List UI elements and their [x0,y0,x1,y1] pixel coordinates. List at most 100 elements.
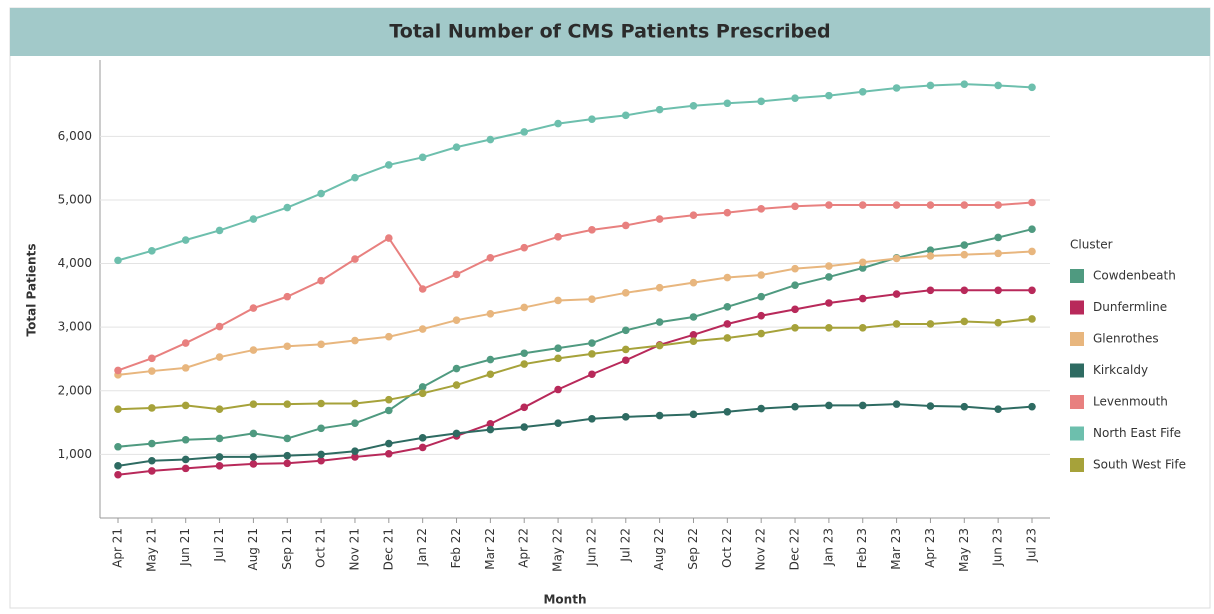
point [858,264,867,272]
x-axis-label: Month [543,593,586,607]
legend-label: Kirkcaldy [1093,363,1148,377]
point [757,404,765,413]
point [757,97,765,106]
point [791,202,799,211]
point [1028,198,1036,207]
point [757,311,765,320]
point [114,470,122,479]
x-tick-label: Apr 23 [923,528,937,568]
point [858,258,867,267]
point [249,346,258,354]
point [181,236,190,244]
point [655,105,664,114]
point [317,399,325,408]
point [723,303,732,311]
point [452,364,461,373]
series-line [117,250,1033,376]
point [926,252,935,260]
x-tick-label: Sep 22 [686,528,700,570]
x-tick-label: Sep 21 [280,528,294,570]
point [1028,315,1036,323]
point [554,385,562,394]
point [385,234,393,242]
point [249,304,258,312]
point [283,342,292,351]
point [181,339,190,347]
point [317,456,325,465]
point [994,249,1002,258]
point [215,322,224,331]
point [588,414,596,423]
point [757,271,765,279]
point [655,283,664,292]
x-tick-label: Jul 22 [618,528,632,563]
x-tick-label: Oct 21 [314,528,328,568]
point [960,286,969,295]
point [791,402,799,411]
point [283,292,292,301]
point [385,395,393,404]
point [249,400,258,408]
point [926,81,935,90]
point [689,102,698,110]
point [215,405,224,414]
x-tick-label: Jan 22 [415,528,429,567]
point [994,201,1002,209]
point [351,447,359,456]
point [554,354,562,363]
point [689,313,698,321]
point [892,84,901,92]
point [757,205,765,213]
legend-swatch [1070,426,1084,441]
point [520,403,529,412]
point [723,273,732,282]
x-tick-label: Jun 23 [991,528,1005,567]
legend-swatch [1070,395,1084,409]
point [249,460,258,468]
legend-swatch [1070,363,1084,378]
point [791,324,799,332]
point [926,286,935,295]
point [418,383,427,391]
x-tick-label: May 22 [551,528,565,572]
y-tick-label: 2,000 [58,383,92,397]
point [452,143,461,151]
point [148,439,156,448]
point [994,81,1002,90]
point [351,419,359,428]
point [215,353,224,361]
point [215,453,224,461]
legend-label: Cowdenbeath [1093,269,1176,283]
point [114,442,122,451]
y-tick-label: 3,000 [58,320,92,334]
point [858,201,867,209]
x-tick-label: Oct 22 [720,528,734,568]
point [1028,247,1036,256]
x-tick-label: Dec 21 [381,528,395,570]
point [791,281,799,289]
point [655,411,664,420]
point [825,262,833,270]
point [486,355,495,364]
point [520,303,529,312]
point [825,401,833,410]
point [181,364,190,372]
point [317,189,325,198]
x-tick-label: Jun 21 [178,528,192,567]
point [892,400,901,408]
x-tick-label: Feb 22 [449,528,463,568]
point [317,276,325,285]
series-line [117,201,1033,372]
point [689,331,698,339]
point [892,201,901,209]
point [148,467,156,475]
x-tick-label: Apr 21 [111,528,125,568]
x-tick-label: Jul 23 [1025,528,1039,563]
point [283,459,292,468]
point [825,91,833,100]
point [791,305,799,314]
legend-title: Cluster [1070,238,1113,252]
x-tick-label: Jan 23 [821,528,835,567]
point [418,153,427,162]
point [621,413,630,421]
